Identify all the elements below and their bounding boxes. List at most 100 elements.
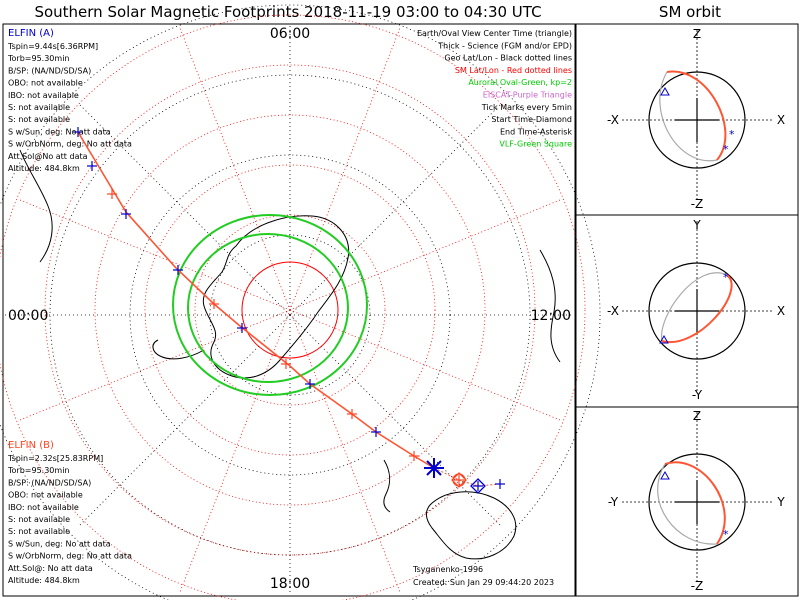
legend-item: Auroral Oval-Green, kp=2 bbox=[468, 78, 572, 87]
legend-item: End Time-Asterisk bbox=[500, 127, 572, 136]
legend-item: Start Time-Diamond bbox=[491, 115, 572, 124]
credit-text: Tsyganenko-1996 bbox=[412, 565, 483, 574]
orbit-asterisk: * bbox=[729, 128, 735, 141]
elfin-a-line: S w/Sun, deg: No att data bbox=[8, 127, 111, 136]
axis-label-top: Y bbox=[692, 218, 701, 232]
elfin-a-tick bbox=[87, 161, 97, 171]
elfin-b-line: S w/Sun, deg: No att data bbox=[8, 539, 111, 548]
elfin-b-tick bbox=[409, 451, 419, 461]
elfin-b-line: S w/OrbNorm, deg: No att data bbox=[8, 552, 132, 561]
end-asterisk bbox=[424, 458, 444, 478]
axis-label-left: -Y bbox=[608, 495, 619, 509]
start-tick-b bbox=[454, 475, 464, 485]
orbit-path-red bbox=[661, 274, 733, 344]
axis-label-right: X bbox=[777, 304, 785, 318]
elfin-b-line: B/SP: (NA/ND/SD/SA) bbox=[8, 478, 91, 487]
earth-circle bbox=[648, 262, 746, 360]
legend-item: EISCAT-Purple Triangle bbox=[483, 91, 572, 100]
orbit-plot-1: Z -Z -X X ** bbox=[607, 27, 785, 211]
elfin-a-line: S: not available bbox=[8, 103, 70, 112]
elfin-b-line: IBO: not available bbox=[8, 503, 79, 512]
axis-label-right: Y bbox=[776, 495, 785, 509]
satellite-tracks bbox=[73, 127, 505, 494]
orbit-path-gray bbox=[657, 463, 718, 545]
sm-pole-circle bbox=[241, 261, 339, 359]
coastlines bbox=[19, 149, 561, 560]
orbit-plot-2: Y -Y -X X * bbox=[607, 218, 785, 402]
elfin-b-line: S: not available bbox=[8, 527, 70, 536]
elfin-a-line: B/SP: (NA/ND/SD/SA) bbox=[8, 66, 91, 75]
earth-circle bbox=[648, 453, 746, 551]
start-diamond-b bbox=[451, 472, 467, 488]
orbit-path-red bbox=[664, 461, 726, 545]
axis-label-top: Z bbox=[693, 409, 701, 423]
elfin-a-line: Torb=95.30min bbox=[7, 54, 69, 63]
elfin-b-track-end bbox=[433, 467, 501, 487]
orbit-asterisk: * bbox=[723, 271, 729, 284]
polar-map bbox=[0, 4, 601, 600]
legend-item: Earth/Oval View Center Time (triangle) bbox=[417, 29, 572, 38]
orbit-path-red bbox=[666, 70, 727, 161]
axis-label-right: X bbox=[777, 113, 785, 127]
time-label-right: 12:00 bbox=[531, 308, 571, 324]
elfin-b-tick bbox=[347, 409, 357, 419]
legend-item: Thick - Science (FGM and/or EPD) bbox=[437, 41, 572, 50]
orbit-path-gray bbox=[661, 272, 728, 342]
axis-label-bottom: -Z bbox=[691, 197, 704, 211]
elfin-a-line: Altitude: 484.8km bbox=[8, 164, 80, 173]
australia-coast bbox=[425, 491, 517, 560]
elfin-a-line: S: not available bbox=[8, 115, 70, 124]
sm-orbit-panels: Z-Z-X X**Y-Y-X X*Z-Z-Y Y* bbox=[575, 23, 799, 597]
start-circle bbox=[452, 473, 466, 487]
start-diamond-a bbox=[470, 478, 486, 494]
orbit-asterisk-2: * bbox=[723, 143, 729, 156]
elfin-b-line: Tspin=2.32s[25.83RPM] bbox=[7, 454, 103, 463]
axis-label-bottom: -Y bbox=[692, 388, 703, 402]
earth-circle bbox=[648, 71, 746, 169]
elfin-b-tick bbox=[281, 359, 291, 369]
legend: Earth/Oval View Center Time (triangle) Th… bbox=[417, 29, 572, 149]
antarctica-coast bbox=[202, 215, 350, 379]
legend-item: Tick Marks every 5min bbox=[481, 103, 572, 112]
axis-label-top: Z bbox=[693, 27, 701, 41]
elfin-a-line: Tspin=9.44s[6.36RPM] bbox=[7, 42, 98, 51]
elfin-a-tick bbox=[173, 265, 183, 275]
map-frame bbox=[2, 23, 576, 597]
africa-coast bbox=[539, 249, 561, 363]
new-zealand-coast bbox=[383, 459, 391, 513]
orbit-path-gray bbox=[659, 71, 718, 162]
orbit-panel-3 bbox=[575, 406, 799, 597]
orbit-title: SM orbit bbox=[659, 3, 721, 21]
elfin-a-line: OBO: not available bbox=[8, 79, 83, 88]
sm-grid bbox=[0, 14, 586, 600]
elfin-a-line: IBO: not available bbox=[8, 91, 79, 100]
legend-item: SM Lat/Lon - Red dotted lines bbox=[455, 66, 572, 75]
elfin-b-line: Att.Sol@: No att data bbox=[8, 564, 93, 573]
auroral-oval bbox=[172, 214, 368, 396]
axis-label-left: -X bbox=[607, 304, 619, 318]
time-label-top: 06:00 bbox=[270, 26, 310, 42]
elfin-b-title: ELFIN (B) bbox=[8, 440, 54, 451]
legend-item: Geo Lat/Lon - Black dotted lines bbox=[444, 54, 572, 63]
elfin-a-info: ELFIN (A) Tspin=9.44s[6.36RPM] Torb=95.30… bbox=[7, 28, 132, 173]
time-label-left: 00:00 bbox=[8, 308, 48, 324]
axis-label-bottom: -Z bbox=[691, 579, 704, 593]
time-label-bottom: 18:00 bbox=[270, 576, 310, 592]
axis-label-left: -X bbox=[607, 113, 619, 127]
elfin-a-tick bbox=[371, 427, 381, 437]
start-tick-a2 bbox=[495, 479, 505, 489]
elfin-a-line: Att.Sol@No att data bbox=[8, 152, 88, 161]
elfin-a-tick bbox=[305, 379, 315, 389]
orbit-plot-3: Z -Z -Y Y * bbox=[608, 409, 785, 593]
orbit-triangle bbox=[659, 334, 669, 344]
legend-item: VLF-Green Square bbox=[499, 140, 572, 149]
elfin-b-track bbox=[77, 131, 435, 469]
elfin-a-tick bbox=[121, 209, 131, 219]
start-tick-a bbox=[473, 481, 483, 491]
elfin-b-line: Torb=95.30min bbox=[7, 466, 69, 475]
elfin-a-line: S w/OrbNorm, deg: No att data bbox=[8, 140, 132, 149]
elfin-b-tick bbox=[107, 189, 117, 199]
elfin-b-tick bbox=[209, 299, 219, 309]
orbit-triangle bbox=[660, 86, 670, 96]
